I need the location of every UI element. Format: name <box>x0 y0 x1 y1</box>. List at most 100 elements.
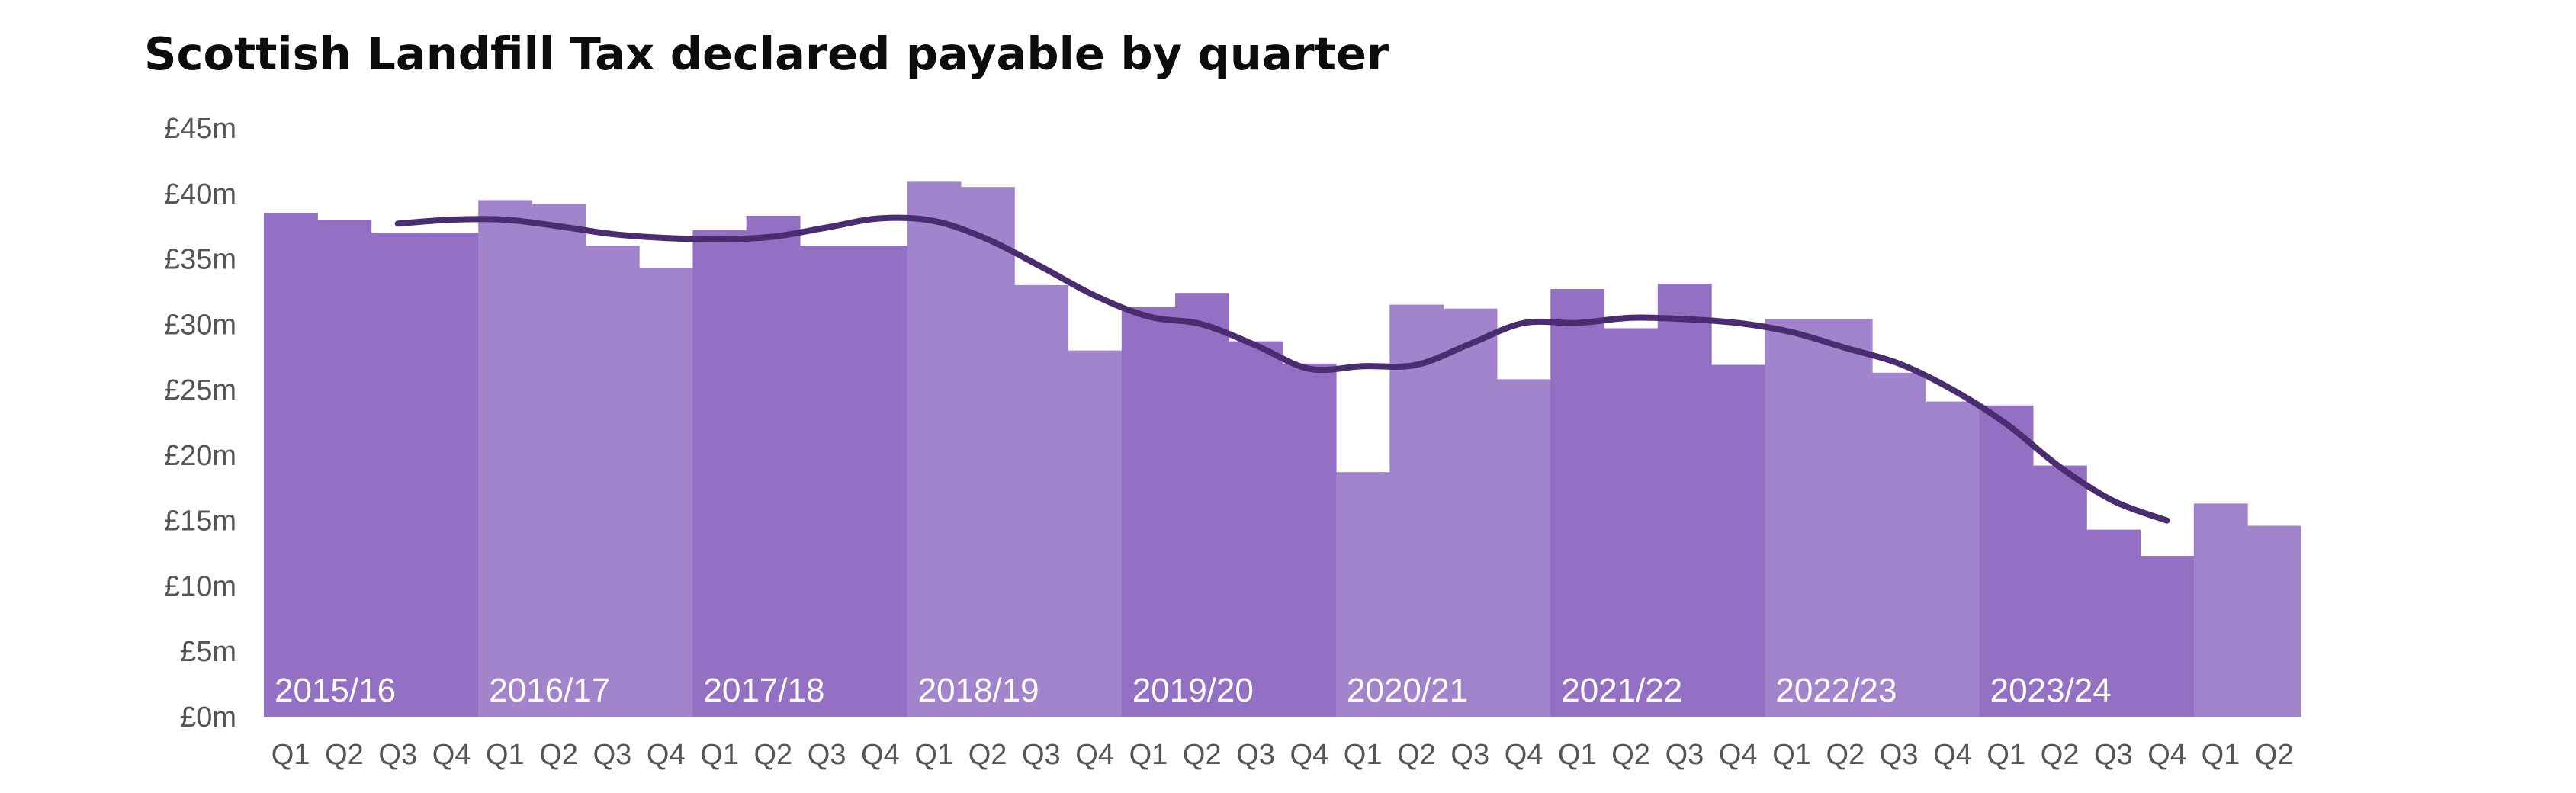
bar <box>2193 503 2248 717</box>
x-tick-label: Q1 <box>700 739 739 771</box>
bar <box>639 268 693 717</box>
x-tick-label: Q2 <box>2041 739 2080 771</box>
bar <box>1604 328 1659 717</box>
bar <box>1496 379 1551 717</box>
y-axis: £0m £5m £10m £15m £20m £25m £30m £35m £40m £45m <box>164 113 236 734</box>
rolling-average-line <box>394 214 2170 524</box>
x-tick-label: Q2 <box>539 739 578 771</box>
x-tick-label: Q3 <box>1022 739 1061 771</box>
bar <box>264 213 318 717</box>
year-label: 2018/19 <box>918 672 1039 709</box>
y-tick-label: £25m <box>164 374 236 406</box>
bar <box>746 215 801 717</box>
bar <box>2247 525 2301 717</box>
bar <box>317 220 372 718</box>
bar <box>907 181 962 718</box>
bar <box>585 246 640 717</box>
bar <box>692 230 747 717</box>
bar <box>1068 350 1123 717</box>
x-tick-label: Q4 <box>647 739 686 771</box>
bar <box>853 246 908 717</box>
bar <box>1657 284 1712 717</box>
bar <box>2140 555 2195 717</box>
y-tick-label: £0m <box>180 702 236 734</box>
year-label: 2021/22 <box>1561 672 1682 709</box>
bar <box>1014 284 1069 717</box>
bar <box>1979 405 2034 717</box>
x-tick-label: Q3 <box>593 739 632 771</box>
bar <box>532 204 586 717</box>
bar <box>478 200 533 717</box>
year-label: 2019/20 <box>1132 672 1254 709</box>
y-tick-label: £30m <box>164 309 236 341</box>
bar <box>424 233 479 717</box>
x-tick-label: Q3 <box>1880 739 1919 771</box>
year-label: 2020/21 <box>1347 672 1468 709</box>
x-tick-label: Q4 <box>432 739 471 771</box>
x-tick-label: Q4 <box>861 739 900 771</box>
x-tick-label: Q1 <box>2202 739 2240 771</box>
bar <box>1872 372 1926 717</box>
y-tick-label: £45m <box>164 113 236 145</box>
x-tick-label: Q3 <box>808 739 846 771</box>
y-tick-label: £20m <box>164 440 236 472</box>
year-label: 2022/23 <box>1775 672 1897 709</box>
bar <box>1282 363 1337 717</box>
bar <box>2086 529 2141 717</box>
bar <box>960 187 1015 717</box>
bar <box>1229 341 1283 717</box>
x-tick-label: Q3 <box>2094 739 2133 771</box>
x-tick-label: Q3 <box>1665 739 1704 771</box>
x-tick-label: Q1 <box>1772 739 1811 771</box>
x-tick-label: Q4 <box>1075 739 1114 771</box>
chart-title: Scottish Landfill Tax declared payable b… <box>144 27 1389 80</box>
bar <box>2032 465 2087 717</box>
year-label: 2017/18 <box>703 672 824 709</box>
x-tick-label: Q1 <box>1344 739 1383 771</box>
bar-group <box>264 181 2301 718</box>
year-label: 2015/16 <box>275 672 396 709</box>
x-axis: Q1 Q2 Q3 Q4 Q1 Q2 Q3 Q4 Q1 Q2 Q3 Q4 Q1 Q2 Q3 Q4 Q1 Q2 Q3 Q4… <box>271 739 2294 771</box>
year-label: 2016/17 <box>489 672 610 709</box>
bar <box>1818 319 1873 718</box>
x-tick-label: Q1 <box>914 739 953 771</box>
x-tick-label: Q4 <box>2147 739 2186 771</box>
x-tick-label: Q4 <box>1933 739 1972 771</box>
x-tick-label: Q1 <box>1129 739 1168 771</box>
x-tick-label: Q2 <box>753 739 792 771</box>
y-tick-label: £40m <box>164 178 236 210</box>
x-tick-label: Q2 <box>968 739 1007 771</box>
x-tick-label: Q2 <box>1611 739 1650 771</box>
x-tick-label: Q3 <box>378 739 417 771</box>
x-tick-label: Q1 <box>486 739 525 771</box>
bar <box>371 233 426 717</box>
year-label: 2023/24 <box>1990 672 2112 709</box>
bar <box>1121 307 1176 717</box>
bar <box>1336 472 1390 717</box>
x-tick-label: Q4 <box>1719 739 1758 771</box>
y-tick-label: £10m <box>164 570 236 602</box>
x-tick-label: Q3 <box>1236 739 1275 771</box>
x-tick-label: Q2 <box>1183 739 1222 771</box>
y-tick-label: £5m <box>180 636 236 668</box>
bar <box>1711 364 1765 717</box>
x-tick-label: Q4 <box>1290 739 1328 771</box>
y-tick-label: £35m <box>164 244 236 276</box>
bar <box>1175 293 1229 717</box>
bar <box>1443 308 1498 717</box>
bar <box>1389 304 1444 718</box>
x-tick-label: Q3 <box>1450 739 1489 771</box>
y-tick-label: £15m <box>164 506 236 538</box>
x-tick-label: Q2 <box>1397 739 1436 771</box>
bar <box>1765 319 1820 718</box>
bar <box>800 246 854 717</box>
year-label-group: 2015/16 2016/17 2017/18 2018/19 2019/20 2020/… <box>275 672 2112 709</box>
bar <box>1926 401 1980 717</box>
bar <box>1550 289 1605 717</box>
x-tick-label: Q1 <box>1987 739 2025 771</box>
x-tick-label: Q2 <box>325 739 364 771</box>
x-tick-label: Q4 <box>1505 739 1543 771</box>
x-tick-label: Q1 <box>271 739 310 771</box>
x-tick-label: Q2 <box>1826 739 1865 771</box>
